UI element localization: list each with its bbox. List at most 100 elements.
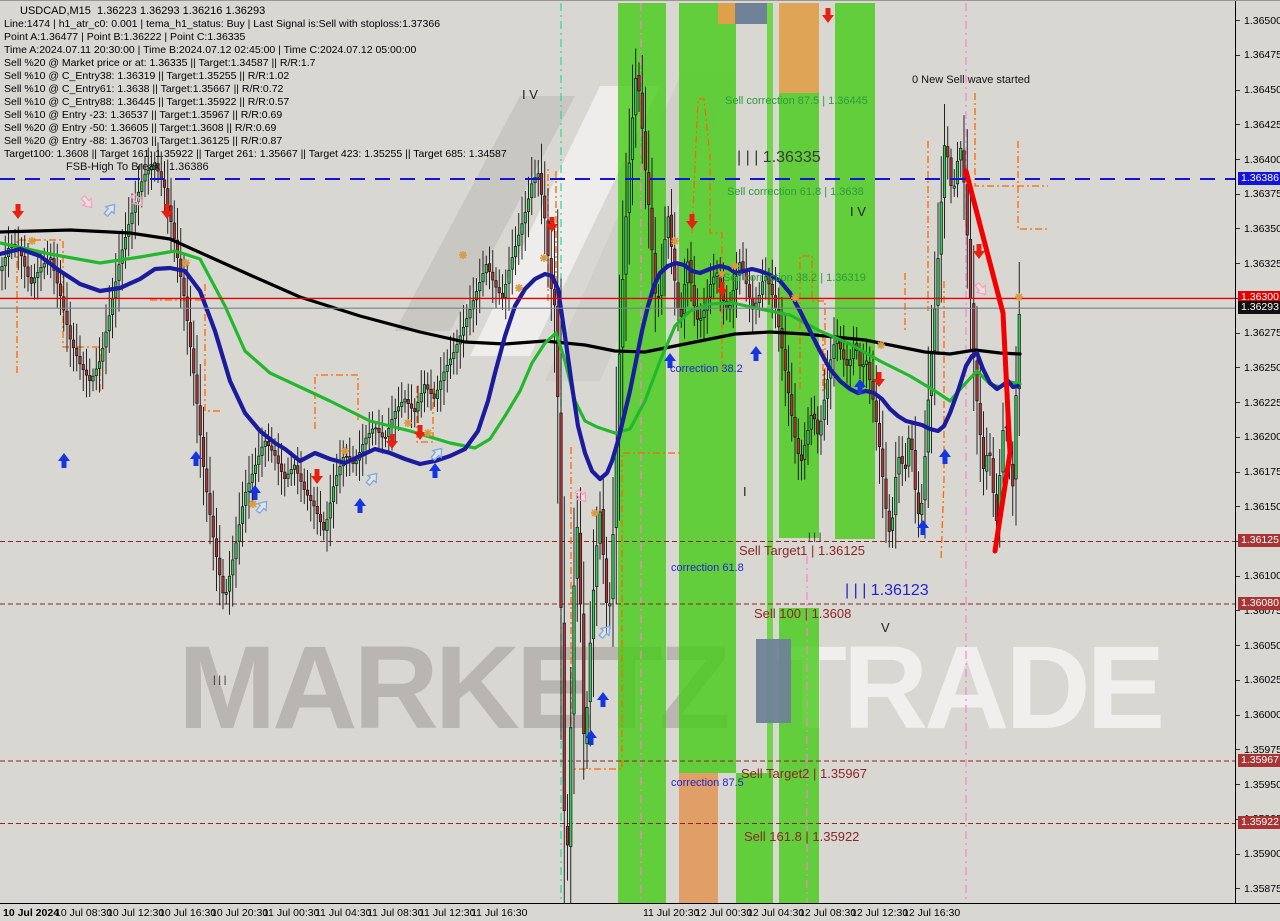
price-tick xyxy=(1236,506,1240,508)
price-badge: 1.35922 xyxy=(1238,816,1280,830)
price-tick xyxy=(1236,610,1240,612)
price-level-lines xyxy=(0,177,1235,309)
price-label: 1.36275 xyxy=(1244,327,1280,340)
time-label: 12 Jul 08:30 xyxy=(799,907,857,919)
time-label: 12 Jul 00:30 xyxy=(695,907,753,919)
price-label: 1.36050 xyxy=(1244,639,1280,652)
price-label: 1.35975 xyxy=(1244,743,1280,756)
info-line: Sell %20 @ Entry -88: 1.36703 || Target:… xyxy=(4,135,283,147)
target-lines xyxy=(0,540,1235,824)
ma-slow-black xyxy=(0,228,1022,356)
info-line: Sell %10 @ C_Entry38: 1.36319 || Target:… xyxy=(4,70,290,82)
price-tick xyxy=(1236,193,1240,195)
price-label: 1.35900 xyxy=(1244,848,1280,860)
price-label: 1.36000 xyxy=(1244,709,1280,722)
ma-fast-blue xyxy=(0,246,1021,482)
sell-wave-trendline xyxy=(963,168,1013,554)
info-line: Line:1474 | h1_atr_c0: 0.001 | tema_h1_s… xyxy=(4,18,441,30)
price-badge: 1.36125 xyxy=(1238,534,1280,548)
price-tick xyxy=(1236,679,1240,681)
price-tick xyxy=(1236,367,1240,369)
info-line: Sell %20 @ Entry -50: 1.36605 || Target:… xyxy=(4,122,277,134)
info-line: Sell %10 @ Entry -23: 1.36537 || Target:… xyxy=(4,109,283,121)
candles xyxy=(0,48,1021,903)
price-tick xyxy=(1236,888,1240,890)
time-label: 10 Jul 20:30 xyxy=(211,907,269,919)
price-tick xyxy=(1236,749,1240,751)
price-label: 1.36100 xyxy=(1244,570,1280,583)
ma-slow-black xyxy=(0,228,1022,356)
buy-arrow-icons xyxy=(58,346,951,745)
info-line: Sell %10 @ C_Entry88: 1.36445 || Target:… xyxy=(4,96,290,108)
time-label: 10 Jul 08:30 xyxy=(55,907,113,919)
price-tick xyxy=(1236,124,1240,126)
price-tick xyxy=(1236,784,1240,786)
price-label: 1.36350 xyxy=(1244,222,1280,235)
price-label: 1.36425 xyxy=(1244,118,1280,131)
time-label: 11 Jul 04:30 xyxy=(315,907,372,919)
orange-indicator-paths xyxy=(16,93,1048,770)
color-blocks xyxy=(718,3,791,723)
price-tick xyxy=(1236,714,1240,716)
price-badge: 1.36080 xyxy=(1238,597,1280,610)
info-line: Sell %10 @ C_Entry61: 1.3638 || Target:1… xyxy=(4,83,284,95)
price-tick xyxy=(1236,402,1240,404)
price-label: 1.36225 xyxy=(1244,396,1280,409)
chart-plot-area[interactable]: MARKETZ TRADE FSB-High To Break | 1.36386… xyxy=(0,1,1235,903)
star-icons xyxy=(28,237,1023,517)
price-axis[interactable]: 1.36500 1.36475 1.36450 1.36425 1.36400 1.363… xyxy=(1235,1,1280,903)
info-line: USDCAD,M15 1.36223 1.36293 1.36216 1.362… xyxy=(20,5,266,17)
time-axis[interactable]: 10 Jul 2024 10 Jul 08:30 10 Jul 12:30 10 Ju… xyxy=(0,903,1280,921)
price-tick xyxy=(1236,89,1240,91)
info-line: Time A:2024.07.11 20:30:00 | Time B:2024… xyxy=(4,44,417,56)
price-label: 1.36475 xyxy=(1244,49,1280,62)
time-label: 11 Jul 08:30 xyxy=(367,907,424,919)
candlestick-chart-canvas[interactable] xyxy=(0,1,1235,903)
time-label: 11 Jul 20:30 xyxy=(643,907,700,919)
ma-medium-green xyxy=(0,241,1022,450)
price-label: 1.36150 xyxy=(1244,500,1280,513)
price-label: 1.36250 xyxy=(1244,361,1280,374)
time-label: 10 Jul 2024 xyxy=(3,907,60,919)
price-label: 1.36325 xyxy=(1244,257,1280,270)
price-label: 1.36500 xyxy=(1244,14,1280,27)
price-tick xyxy=(1236,228,1240,230)
price-label: 1.35875 xyxy=(1244,882,1280,895)
price-label: 1.36025 xyxy=(1244,674,1280,687)
price-tick xyxy=(1236,54,1240,56)
ma-fast-blue xyxy=(0,246,1021,482)
time-label: 12 Jul 16:30 xyxy=(903,907,961,919)
indicator-info-panel: USDCAD,M15 1.36223 1.36293 1.36216 1.362… xyxy=(4,5,507,161)
time-label: 11 Jul 12:30 xyxy=(419,907,476,919)
time-label: 10 Jul 12:30 xyxy=(107,907,165,919)
time-label: 12 Jul 04:30 xyxy=(747,907,805,919)
price-label: 1.35950 xyxy=(1244,778,1280,791)
price-badge: 1.36293 xyxy=(1238,301,1280,315)
price-label: 1.36175 xyxy=(1244,466,1280,479)
price-tick xyxy=(1236,263,1240,265)
price-label: 1.36400 xyxy=(1244,153,1280,166)
price-label: 1.36450 xyxy=(1244,84,1280,97)
price-tick xyxy=(1236,20,1240,22)
exit-buy-arrow-icons xyxy=(103,203,611,640)
price-label: 1.36375 xyxy=(1244,188,1280,201)
price-label: 1.36200 xyxy=(1244,431,1280,444)
exit-sell-arrow-icons xyxy=(80,192,987,503)
time-label: 12 Jul 12:30 xyxy=(851,907,909,919)
info-line: Target100: 1.3608 || Target 161: 1.35922… xyxy=(4,148,507,160)
price-badge: 1.35967 xyxy=(1238,753,1280,767)
price-tick xyxy=(1236,575,1240,577)
info-line: Point A:1.36477 | Point B:1.36222 | Poin… xyxy=(4,31,246,43)
ma-medium-green xyxy=(0,241,1022,450)
price-tick xyxy=(1236,332,1240,334)
time-label: 11 Jul 00:30 xyxy=(263,907,320,919)
info-line: Sell %20 @ Market price or at: 1.36335 |… xyxy=(4,57,316,69)
price-tick xyxy=(1236,436,1240,438)
time-label: 11 Jul 16:30 xyxy=(471,907,528,919)
price-tick xyxy=(1236,853,1240,855)
price-tick xyxy=(1236,471,1240,473)
price-tick xyxy=(1236,159,1240,161)
sell-arrow-icons xyxy=(12,8,985,484)
time-label: 10 Jul 16:30 xyxy=(159,907,217,919)
